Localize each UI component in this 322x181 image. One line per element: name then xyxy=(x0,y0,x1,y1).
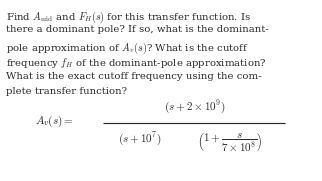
Text: frequency $f_H$ of the dominant-pole approximation?: frequency $f_H$ of the dominant-pole app… xyxy=(6,56,267,71)
Text: pole approximation of $A_v(s)$? What is the cutoff: pole approximation of $A_v(s)$? What is … xyxy=(6,41,249,56)
Text: Find $A_{\mathrm{mid}}$ and $F_H(s)$ for this transfer function. Is: Find $A_{\mathrm{mid}}$ and $F_H(s)$ for… xyxy=(6,10,251,25)
Text: plete transfer function?: plete transfer function? xyxy=(6,87,127,96)
Text: there a dominant pole? If so, what is the dominant-: there a dominant pole? If so, what is th… xyxy=(6,26,269,35)
Text: $(s + 2 \times 10^9)$: $(s + 2 \times 10^9)$ xyxy=(164,98,226,115)
Text: $A_v(s) =$: $A_v(s) =$ xyxy=(35,113,74,129)
Text: $\left(1 + \dfrac{s}{7 \times 10^8}\right)$: $\left(1 + \dfrac{s}{7 \times 10^8}\righ… xyxy=(197,132,263,154)
Text: $(s + 10^7)$: $(s + 10^7)$ xyxy=(118,131,162,148)
Text: What is the exact cutoff frequency using the com-: What is the exact cutoff frequency using… xyxy=(6,72,261,81)
